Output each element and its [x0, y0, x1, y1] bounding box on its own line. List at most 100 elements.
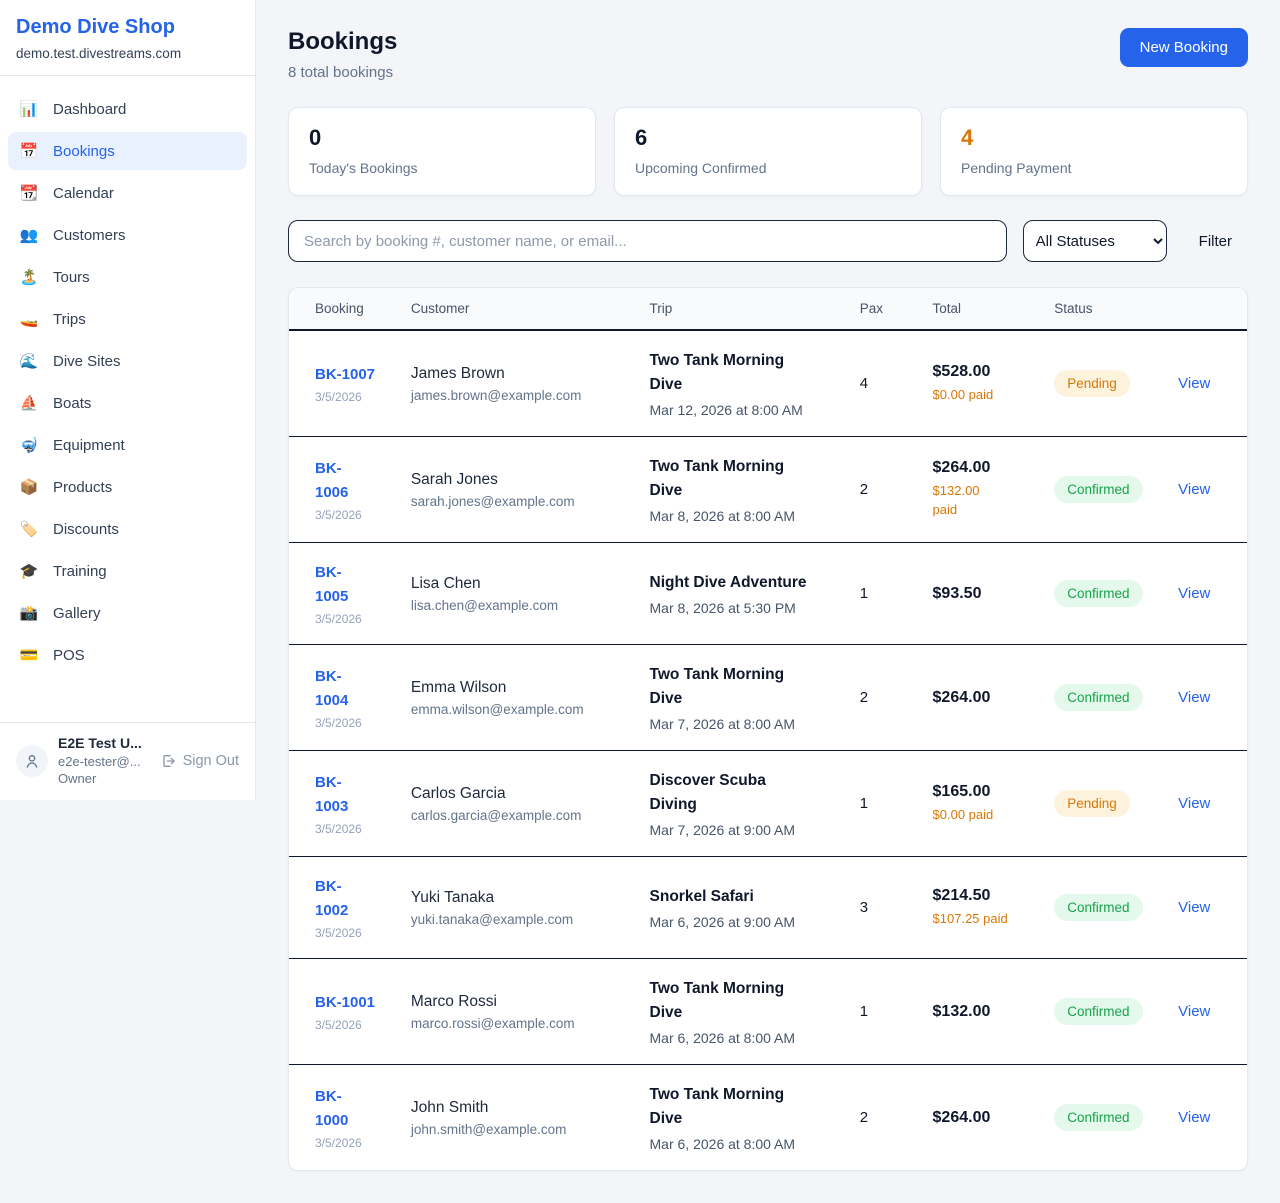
search-input[interactable]: [288, 220, 1007, 262]
sign-out-label: Sign Out: [182, 753, 239, 770]
page-heading-group: Bookings 8 total bookings: [288, 28, 397, 81]
pax-count: 2: [859, 480, 869, 498]
total-amount: $132.00: [932, 1002, 991, 1020]
sidebar-item[interactable]: 📅 Bookings: [8, 132, 247, 170]
booking-number-link[interactable]: BK- 1002: [315, 878, 349, 920]
paid-amount: $132.00 paid: [932, 483, 980, 518]
customer-email: lisa.chen@example.com: [410, 597, 559, 613]
discounts-tag-icon: 🏷️: [19, 521, 39, 538]
view-booking-link[interactable]: View: [1178, 688, 1211, 706]
user-footer: E2E Test U... e2e-tester@... Owner Sign …: [0, 721, 255, 800]
sidebar-item[interactable]: 🏷️ Discounts: [8, 510, 247, 548]
view-booking-link[interactable]: View: [1178, 898, 1211, 916]
view-booking-link[interactable]: View: [1178, 794, 1211, 812]
view-booking-link[interactable]: View: [1178, 374, 1211, 392]
paid-amount: $107.25 paid: [932, 910, 1008, 926]
column-header-booking: Booking: [289, 288, 399, 331]
view-booking-link[interactable]: View: [1178, 1108, 1211, 1126]
sidebar-item-label: Bookings: [53, 142, 115, 160]
sidebar: Demo Dive Shop demo.test.divestreams.com…: [0, 0, 256, 800]
sidebar-item-label: Discounts: [53, 520, 119, 538]
booking-number-link[interactable]: BK- 1004: [315, 668, 349, 710]
bookings-count: 8 total bookings: [288, 64, 394, 81]
trip-datetime: Mar 7, 2026 at 8:00 AM: [649, 716, 796, 733]
stat-value: 6: [635, 125, 648, 150]
sidebar-item[interactable]: 🏝️ Tours: [8, 258, 247, 296]
sidebar-item[interactable]: 👥 Customers: [8, 216, 247, 254]
customer-name: Sarah Jones: [410, 470, 498, 488]
person-icon: [26, 755, 38, 769]
calendar-icon: 📆: [19, 185, 39, 202]
sidebar-item-label: Tours: [53, 268, 90, 286]
sidebar-item[interactable]: 🌊 Dive Sites: [8, 342, 247, 380]
shop-domain: demo.test.divestreams.com: [16, 46, 182, 61]
customers-people-icon: 👥: [19, 227, 39, 244]
view-booking-link[interactable]: View: [1178, 584, 1211, 602]
view-booking-link[interactable]: View: [1178, 480, 1211, 498]
paid-amount: $0.00 paid: [932, 386, 994, 402]
sidebar-item-label: POS: [53, 646, 85, 664]
sidebar-item-label: Dashboard: [53, 100, 127, 118]
sidebar-item[interactable]: 🤿 Equipment: [8, 426, 247, 464]
view-booking-link[interactable]: View: [1178, 1002, 1211, 1020]
sidebar-item[interactable]: 🚤 Trips: [8, 300, 247, 338]
user-name: E2E Test U...: [58, 734, 142, 751]
status-badge: Confirmed: [1054, 476, 1143, 504]
trip-datetime: Mar 7, 2026 at 9:00 AM: [649, 822, 796, 839]
brand-header: Demo Dive Shop demo.test.divestreams.com: [0, 0, 255, 76]
trip-name: Two Tank Morning Dive: [649, 666, 785, 708]
shop-name: Demo Dive Shop: [16, 16, 175, 38]
column-header-trip: Trip: [637, 288, 848, 331]
bookings-table: Booking Customer Trip Pax Total Status B…: [289, 288, 1247, 1171]
stat-label: Pending Payment: [961, 160, 1072, 176]
pax-count: 1: [859, 584, 869, 602]
status-filter-select[interactable]: All Statuses: [1022, 220, 1167, 262]
sidebar-item[interactable]: ⛵ Boats: [8, 384, 247, 422]
sidebar-item[interactable]: 📦 Products: [8, 468, 247, 506]
status-badge: Confirmed: [1054, 580, 1143, 608]
status-badge: Confirmed: [1054, 684, 1143, 712]
user-info: E2E Test U... e2e-tester@... Owner: [58, 735, 150, 788]
sidebar-item[interactable]: 🎓 Training: [8, 552, 247, 590]
booking-number-link[interactable]: BK-1007: [315, 366, 376, 384]
sidebar-item[interactable]: 💳 POS: [8, 636, 247, 674]
trip-name: Two Tank Morning Dive: [649, 980, 785, 1022]
avatar: [16, 745, 48, 778]
sign-out-icon: [162, 755, 175, 768]
status-badge: Confirmed: [1054, 998, 1143, 1026]
total-amount: $264.00: [932, 1108, 991, 1126]
booking-number-link[interactable]: BK- 1005: [315, 564, 349, 606]
filter-button[interactable]: Filter: [1183, 233, 1248, 250]
booking-number-link[interactable]: BK- 1000: [315, 1088, 349, 1130]
bookings-table-card: Booking Customer Trip Pax Total Status B…: [288, 287, 1248, 1172]
sidebar-item-label: Gallery: [53, 604, 101, 622]
total-amount: $264.00: [932, 459, 991, 477]
booking-number-link[interactable]: BK- 1003: [315, 774, 349, 816]
customer-name: Lisa Chen: [410, 574, 481, 592]
sidebar-item[interactable]: 📆 Calendar: [8, 174, 247, 212]
main-content: Bookings 8 total bookings New Booking 0 …: [256, 0, 1280, 1203]
page-title: Bookings: [288, 28, 398, 55]
sidebar-item[interactable]: 📸 Gallery: [8, 594, 247, 632]
column-header-status: Status: [1042, 288, 1167, 331]
total-amount: $264.00: [932, 688, 991, 706]
booking-date: 3/5/2026: [315, 612, 362, 627]
table-row: BK- 1000 3/5/2026 John Smith john.smith@…: [289, 1064, 1247, 1171]
page-header: Bookings 8 total bookings New Booking: [288, 28, 1248, 81]
sign-out-button[interactable]: Sign Out: [160, 753, 239, 769]
booking-number-link[interactable]: BK-1001: [315, 994, 376, 1012]
new-booking-button[interactable]: New Booking: [1119, 28, 1248, 67]
stat-card: 0 Today's Bookings: [288, 107, 596, 196]
status-badge: Pending: [1054, 370, 1130, 398]
paid-amount: $0.00 paid: [932, 806, 994, 822]
stat-label: Upcoming Confirmed: [635, 160, 767, 176]
products-package-icon: 📦: [19, 479, 39, 496]
training-grad-cap-icon: 🎓: [19, 563, 39, 580]
booking-number-link[interactable]: BK- 1006: [315, 460, 349, 502]
sidebar-item[interactable]: 📊 Dashboard: [8, 90, 247, 128]
table-row: BK- 1004 3/5/2026 Emma Wilson emma.wilso…: [289, 644, 1247, 751]
trips-speedboat-icon: 🚤: [19, 311, 39, 328]
pax-count: 4: [859, 374, 869, 392]
total-amount: $165.00: [932, 782, 991, 800]
customer-email: marco.rossi@example.com: [410, 1015, 575, 1031]
